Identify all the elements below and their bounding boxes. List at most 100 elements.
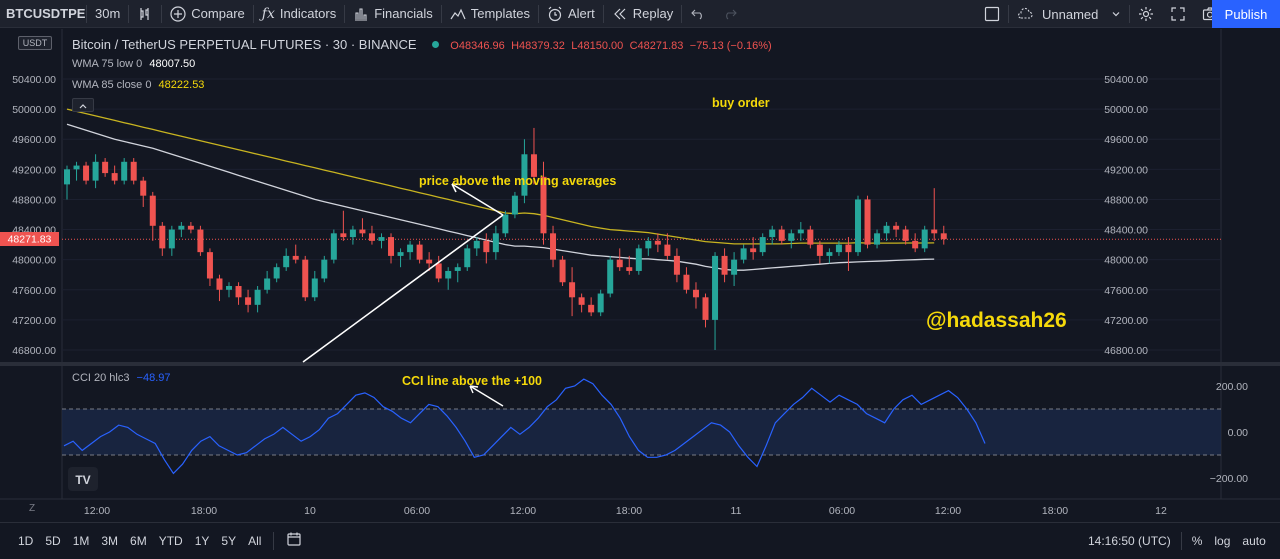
candle[interactable] [178,222,185,238]
candle[interactable] [692,282,699,309]
candle[interactable] [769,225,776,245]
currency-badge[interactable]: USDT [18,36,52,50]
candle[interactable] [407,240,414,260]
candle[interactable] [654,233,661,253]
candle[interactable] [92,154,99,189]
interval-button[interactable]: 30m [87,0,128,28]
candle[interactable] [359,218,366,238]
candle[interactable] [130,158,137,185]
buy-order-annotation[interactable]: buy order [712,96,770,110]
candle[interactable] [397,248,404,268]
tradingview-logo[interactable]: TV [68,467,98,491]
candle[interactable] [559,255,566,287]
wma-close-line[interactable] [66,108,935,245]
go-to-date-button[interactable] [280,531,308,550]
candle[interactable] [864,195,871,249]
candle[interactable] [645,237,652,256]
symbol-title[interactable]: Bitcoin / TetherUS PERPETUAL FUTURES · 3… [72,37,417,52]
candle[interactable] [368,225,375,245]
templates-button[interactable]: Templates [442,0,538,28]
candle[interactable] [264,270,271,294]
compare-button[interactable]: Compare [162,0,252,28]
candle[interactable] [540,161,547,245]
candle[interactable] [616,248,623,271]
candle[interactable] [902,225,909,245]
candle[interactable] [550,225,557,268]
candle[interactable] [83,161,90,185]
replay-button[interactable]: Replay [604,0,681,28]
candle[interactable] [235,282,242,305]
auto-toggle[interactable]: auto [1242,534,1266,548]
wma-legend-2[interactable]: WMA 85 close 0 48222.53 [72,79,204,91]
candle[interactable] [521,139,528,204]
candle[interactable] [750,237,757,260]
candle[interactable] [426,252,433,271]
range-ytd[interactable]: YTD [158,533,183,548]
clock-timezone[interactable]: 14:16:50 (UTC) [1088,534,1171,548]
candle[interactable] [330,229,337,264]
candle[interactable] [511,191,518,219]
candle[interactable] [807,225,814,249]
candle[interactable] [673,248,680,283]
candle[interactable] [921,225,928,253]
candle[interactable] [788,229,795,249]
candle[interactable] [311,270,318,302]
candle[interactable] [140,176,147,207]
candle[interactable] [759,233,766,256]
range-all[interactable]: All [248,533,262,548]
cci-above-annotation[interactable]: CCI line above the +100 [402,374,542,388]
candle[interactable] [874,229,881,249]
candle[interactable] [635,244,642,275]
candle[interactable] [111,165,118,185]
layout-square-button[interactable] [976,0,1008,28]
range-6m[interactable]: 6M [130,533,147,548]
candle[interactable] [835,240,842,256]
candle[interactable] [483,233,490,264]
candle[interactable] [416,240,423,264]
candle[interactable] [388,233,395,264]
range-3m[interactable]: 3M [101,533,119,548]
candle[interactable] [826,248,833,264]
candle[interactable] [597,289,604,317]
fullscreen-button[interactable] [1162,0,1194,28]
range-1d[interactable]: 1D [18,533,34,548]
candle[interactable] [349,225,356,245]
candle[interactable] [197,225,204,256]
candle[interactable] [159,222,166,256]
chart-area[interactable]: 50400.00 50400.00 50000.00 50000.00 49600.00… [0,29,1280,521]
percent-toggle[interactable]: % [1191,534,1203,548]
publish-button[interactable]: Publish [1212,0,1280,28]
range-1m[interactable]: 1M [72,533,90,548]
log-toggle[interactable]: log [1214,534,1231,548]
candle[interactable] [893,222,900,238]
candle[interactable] [64,165,70,200]
candle[interactable] [731,252,738,287]
candle[interactable] [149,191,156,241]
price-above-annotation[interactable]: price above the moving averages [419,174,617,188]
candle[interactable] [740,244,747,264]
candle[interactable] [121,158,128,185]
candle[interactable] [664,233,671,260]
cci-line[interactable] [63,378,986,475]
candle[interactable] [292,244,299,264]
candle[interactable] [607,255,614,298]
trend-arrow-line[interactable] [302,214,504,363]
candle[interactable] [854,195,861,256]
candle[interactable] [931,188,938,241]
candle[interactable] [216,274,223,302]
candle[interactable] [273,263,280,283]
candle[interactable] [302,255,309,302]
candle[interactable] [569,267,576,317]
candle[interactable] [588,297,595,317]
wma-legend-1[interactable]: WMA 75 low 0 48007.50 [72,58,195,70]
candle[interactable] [206,248,213,287]
candle[interactable] [492,225,499,260]
candle[interactable] [816,240,823,264]
author-watermark[interactable]: @hadassah26 [926,309,1067,332]
redo-button[interactable] [714,0,746,28]
range-1y[interactable]: 1Y [194,533,210,548]
candle[interactable] [187,222,194,234]
candle[interactable] [778,225,785,245]
range-5d[interactable]: 5D [45,533,61,548]
collapse-legend-button[interactable] [72,98,94,112]
